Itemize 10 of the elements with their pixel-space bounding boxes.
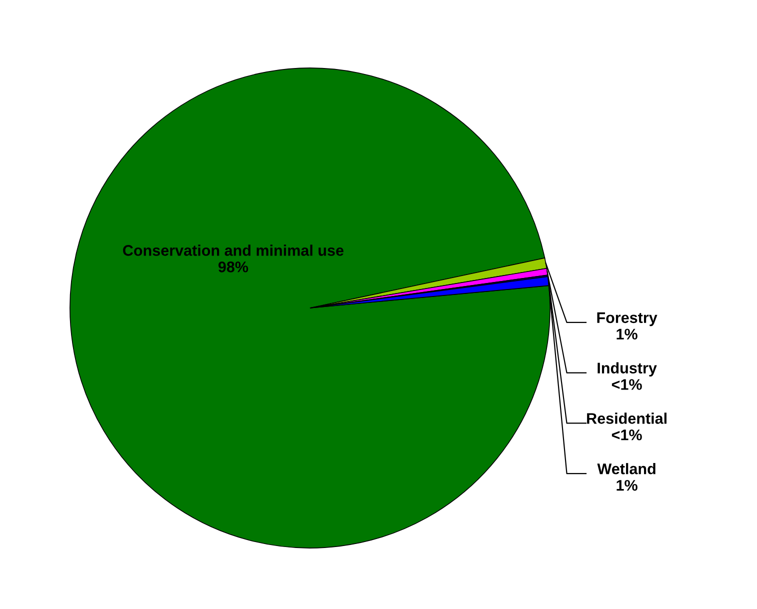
slice-label: Forestry <box>597 312 658 326</box>
slice-label: Wetland <box>597 463 656 474</box>
data-label: <1% <box>612 430 642 440</box>
data-label: 1% <box>616 328 638 340</box>
slice-label: Conservation and minimal use <box>123 244 344 256</box>
data-label: <1% <box>612 379 642 390</box>
data-label: 1% <box>616 480 638 491</box>
slice-label: Residential <box>587 412 666 424</box>
slice-label: Industry <box>598 362 657 376</box>
data-label: 98% <box>218 262 248 272</box>
